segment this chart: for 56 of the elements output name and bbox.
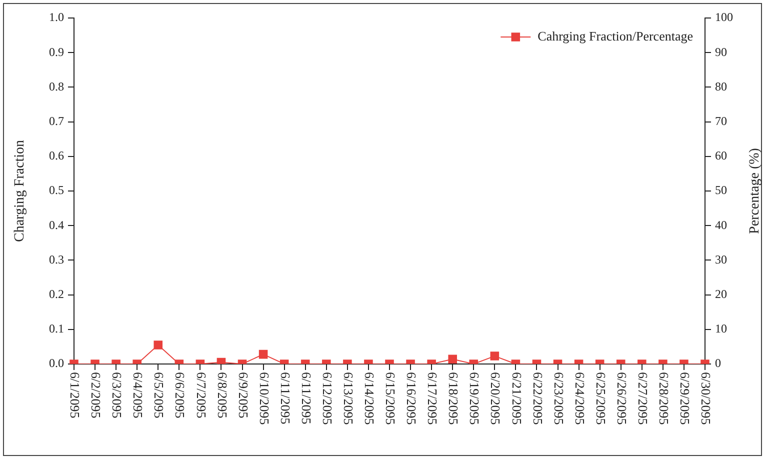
y2-tick-label: 100 [715,10,733,24]
x-tick-label: 6/15/2095 [383,372,398,425]
y-tick-label: 1.0 [49,10,64,24]
y-tick-label: 0.8 [49,79,64,94]
x-tick-label: 6/23/2095 [551,372,566,425]
y-tick-label: 0.5 [49,183,64,198]
y2-tick-label: 10 [715,322,727,336]
y2-tick-label: 90 [715,44,727,59]
x-tick-label: 6/29/2095 [678,372,693,425]
y-tick-label: 0.2 [49,286,64,301]
y2-tick-label: 0 [715,356,721,370]
x-tick-label: 6/5/2095 [152,372,167,418]
x-tick-label: 6/30/2095 [698,372,714,425]
x-tick-label: 6/26/2095 [614,372,630,425]
y-tick-label: 0.6 [49,148,64,163]
y-tick-label: 0.4 [49,218,64,232]
x-tick-label: 6/25/2095 [593,372,608,425]
y2-tick-label: 30 [715,252,727,266]
y-tick-label: 0.0 [49,356,64,370]
x-tick-label: 6/28/2095 [656,372,672,425]
y2-tick-label: 20 [715,286,727,301]
x-tick-label: 6/11/2095 [278,372,293,424]
y2-tick-label: 70 [715,114,727,128]
y2-tick-label: 40 [715,218,727,232]
x-tick-label: 6/11/2095 [298,372,314,424]
x-tick-label: 6/21/2095 [509,372,524,425]
y2-axis-title: Percentage (%) [748,148,763,234]
x-tick-label: 6/1/2095 [68,372,83,418]
x-tick-label: 6/14/2095 [362,372,378,425]
x-tick-label: 6/16/2095 [404,372,420,425]
x-tick-label: 6/22/2095 [530,372,546,425]
x-tick-label: 6/2/2095 [88,372,104,418]
y-tick-label: 0.1 [49,322,64,336]
y2-tick-label: 60 [715,148,727,163]
x-tick-label: 6/7/2095 [194,372,209,418]
x-tick-label: 6/19/2095 [467,372,482,425]
x-tick-label: 6/13/2095 [341,372,356,425]
x-tick-label: 6/24/2095 [572,372,588,425]
x-tick-label: 6/17/2095 [425,372,440,425]
y2-tick-label: 80 [715,79,727,94]
y-tick-label: 0.9 [49,44,64,59]
x-tick-label: 6/9/2095 [236,372,251,418]
x-tick-label: 6/12/2095 [320,372,335,425]
x-tick-label: 6/6/2095 [172,372,188,418]
x-tick-label: 6/20/2095 [488,372,504,425]
y-tick-label: 0.3 [49,252,64,266]
x-tick-label: 6/8/2095 [214,372,230,418]
x-tick-label: 6/3/2095 [110,372,125,418]
legend-label: Cahrging Fraction/Percentage [538,28,694,44]
y2-tick-label: 50 [715,183,727,198]
x-tick-label: 6/4/2095 [130,372,146,418]
y-axis-title: Charging Fraction [12,140,28,242]
x-tick-label: 6/18/2095 [446,372,462,425]
x-tick-label: 6/27/2095 [635,372,650,425]
y-tick-label: 0.7 [49,114,64,128]
x-tick-label: 6/10/2095 [256,372,272,425]
